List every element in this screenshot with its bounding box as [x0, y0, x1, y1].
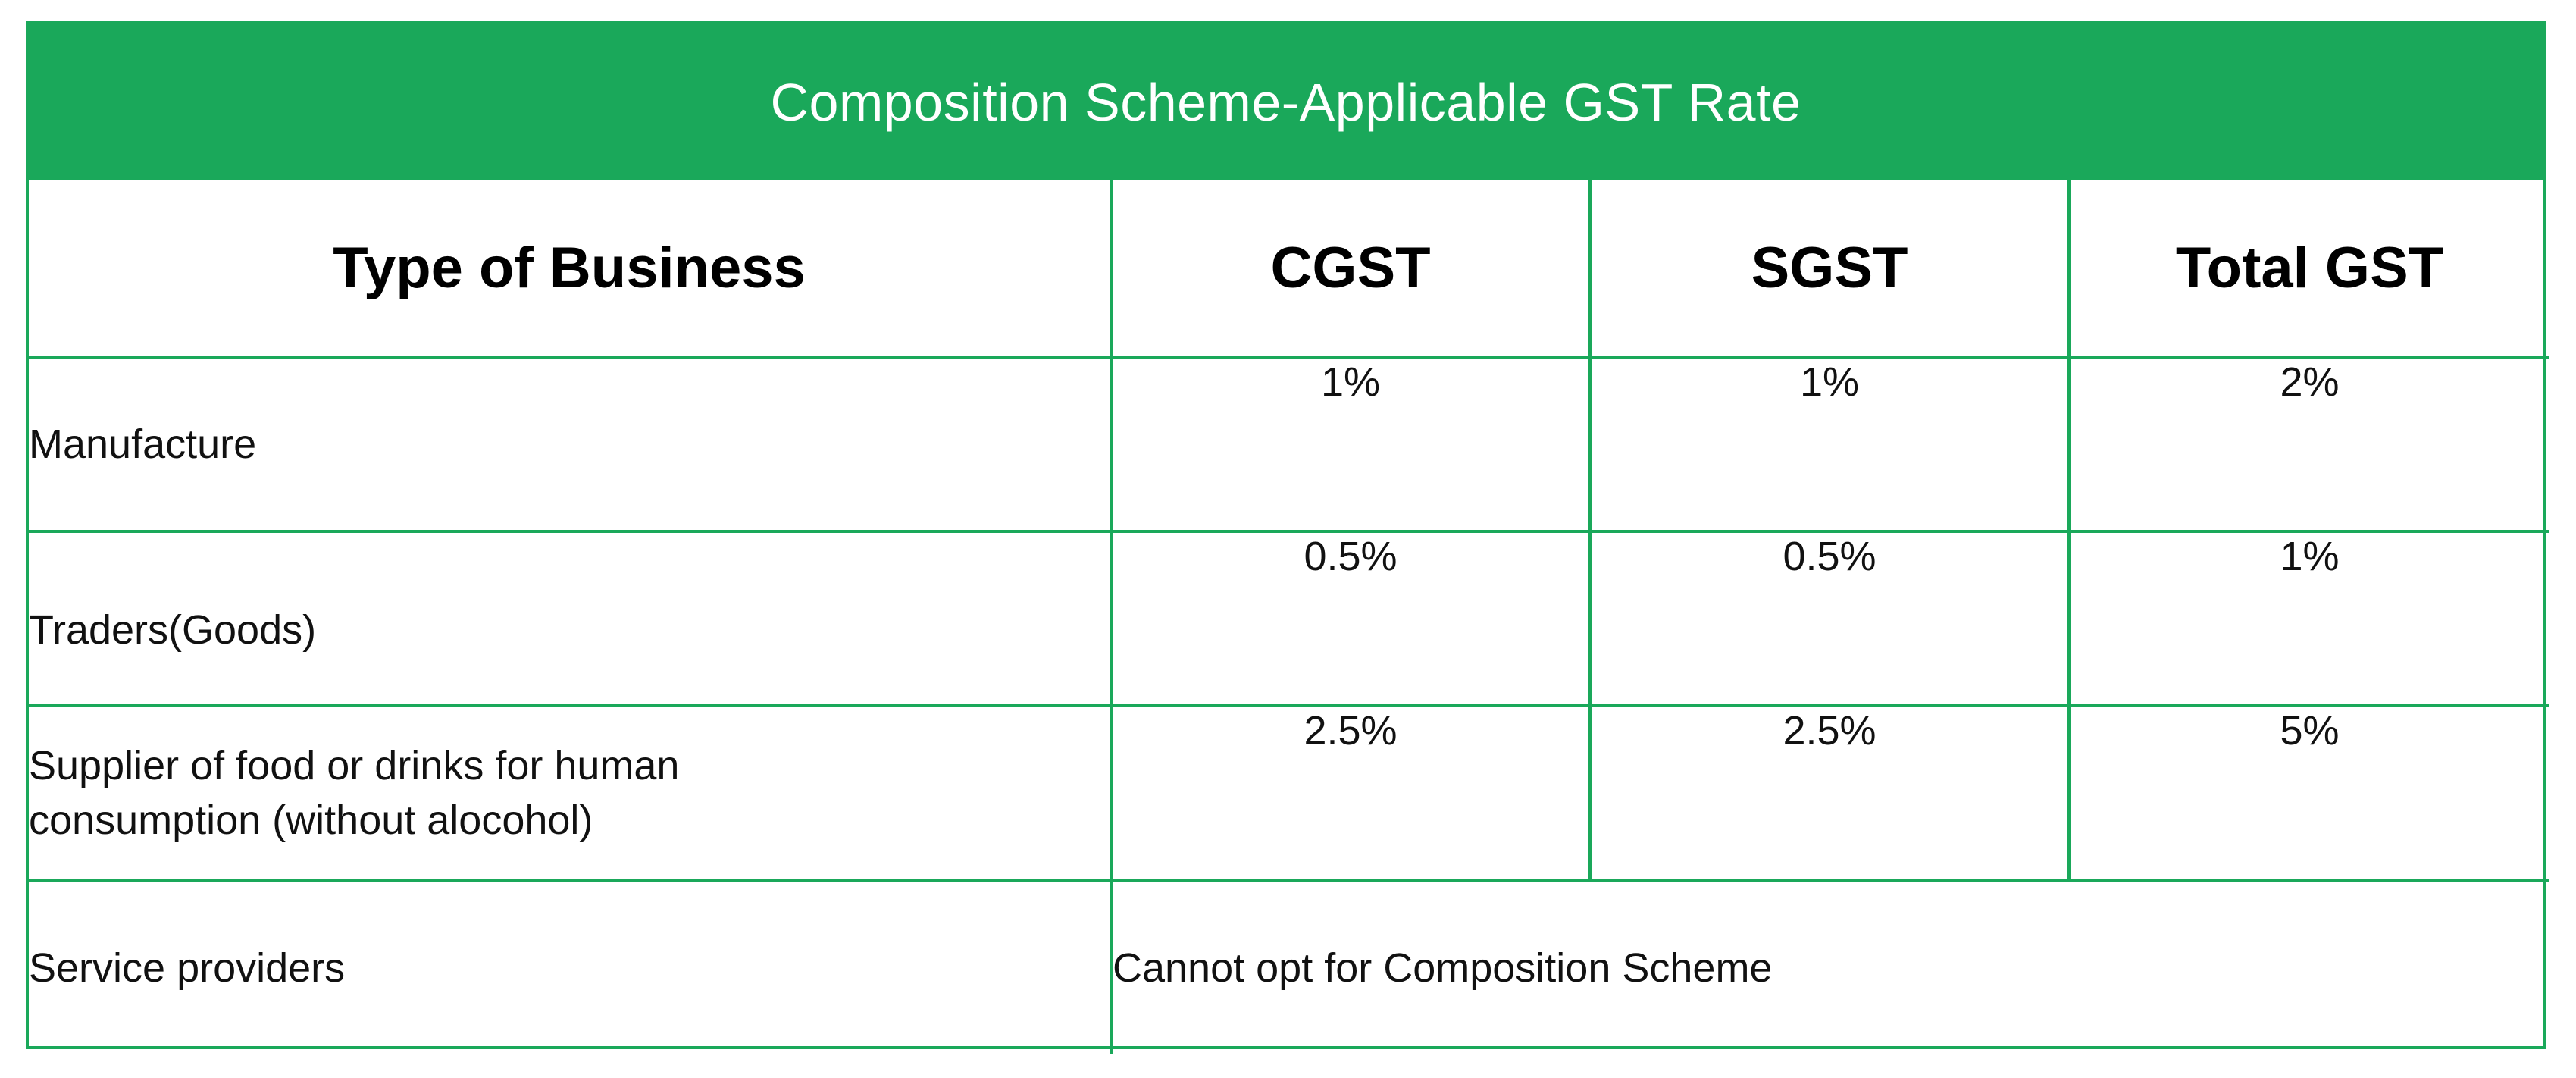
gst-rate-grid: Type of Business CGST SGST Total GST Man… [29, 180, 2549, 1054]
cgst-cell: 0.5% [1110, 530, 1592, 707]
business-type-cell: Supplier of food or drinks for human con… [29, 704, 1113, 882]
sgst-cell: 0.5% [1588, 530, 2071, 707]
table-row: Traders(Goods) 0.5% 0.5% 1% [29, 530, 2549, 707]
header-type-of-business: Type of Business [29, 180, 1113, 359]
sgst-cell: 2.5% [1588, 704, 2071, 882]
gst-rate-table: Composition Scheme-Applicable GST Rate T… [26, 21, 2549, 1054]
table-title: Composition Scheme-Applicable GST Rate [29, 24, 2543, 180]
table-row: Manufacture 1% 1% 2% [29, 356, 2549, 533]
total-gst-cell: 2% [2067, 356, 2549, 533]
cgst-cell: 2.5% [1110, 704, 1592, 882]
business-type-cell: Manufacture [29, 356, 1113, 533]
header-cgst: CGST [1110, 180, 1592, 359]
total-gst-cell: 1% [2067, 530, 2549, 707]
sgst-cell: 1% [1588, 356, 2071, 533]
header-sgst: SGST [1588, 180, 2071, 359]
business-type-line: consumption (without alocohol) [29, 798, 593, 843]
composition-note-cell: Cannot opt for Composition Scheme [1110, 879, 2549, 1054]
total-gst-cell: 5% [2067, 704, 2549, 882]
table-row: Supplier of food or drinks for human con… [29, 704, 2549, 882]
business-type-cell: Service providers [29, 879, 1113, 1054]
header-row: Type of Business CGST SGST Total GST [29, 180, 2549, 359]
header-total-gst: Total GST [2067, 180, 2549, 359]
business-type-cell: Traders(Goods) [29, 530, 1113, 707]
cgst-cell: 1% [1110, 356, 1592, 533]
business-type-line: Supplier of food or drinks for human [29, 743, 680, 788]
table-row: Service providers Cannot opt for Composi… [29, 879, 2549, 1054]
